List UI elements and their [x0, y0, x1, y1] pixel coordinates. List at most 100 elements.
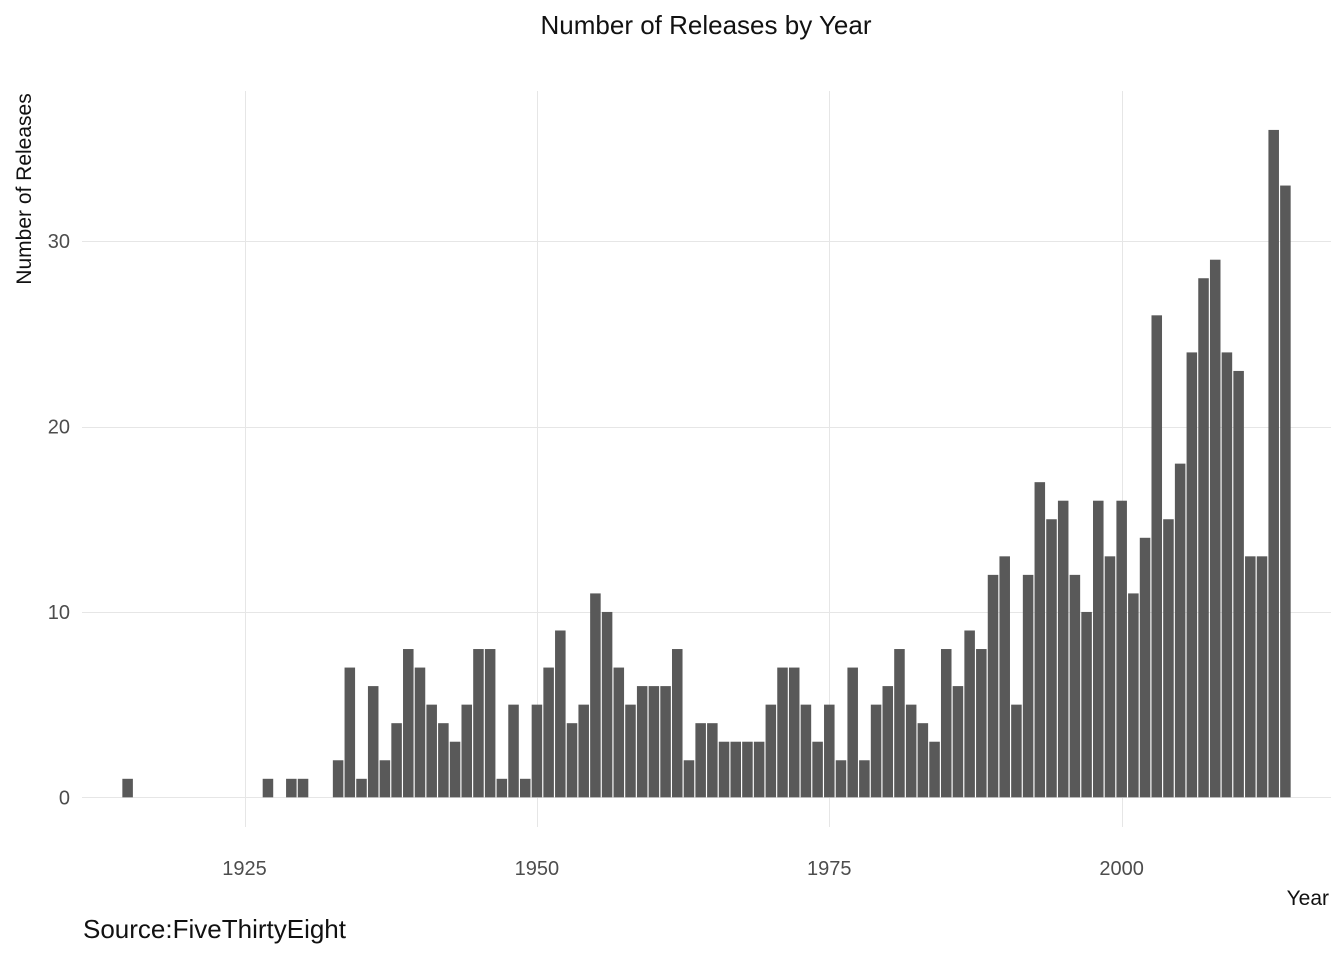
- bar-1997: [1081, 611, 1092, 798]
- bar-1949: [519, 778, 531, 798]
- bar-1951: [543, 667, 554, 798]
- bar-1958: [625, 704, 636, 798]
- bar-1950: [531, 704, 543, 798]
- y-tick-label-30: 30: [48, 231, 70, 253]
- bar-1996: [1069, 574, 1081, 798]
- bar-1937: [379, 760, 391, 798]
- bar-1940: [414, 667, 426, 798]
- bar-1986: [952, 686, 964, 798]
- bar-1936: [367, 686, 379, 798]
- y-tick-label-0: 0: [59, 787, 70, 809]
- bar-2013: [1268, 129, 1279, 798]
- bar-1927: [262, 778, 274, 798]
- bar-2009: [1221, 352, 1233, 798]
- bar-1938: [391, 723, 402, 798]
- bar-1959: [636, 686, 648, 798]
- y-axis-title: Number of Releases: [13, 93, 36, 284]
- x-tick-label-2000: 2000: [1099, 858, 1144, 880]
- bar-2000: [1116, 500, 1127, 798]
- bar-1955: [590, 593, 601, 798]
- bar-1975: [824, 704, 835, 798]
- bar-1952: [555, 630, 566, 798]
- bar-2011: [1245, 556, 1256, 798]
- bar-1939: [403, 649, 414, 798]
- bar-2008: [1209, 259, 1221, 798]
- bar-1970: [765, 704, 777, 798]
- bar-1948: [508, 704, 519, 798]
- bar-1979: [870, 704, 882, 798]
- bar-1993: [1034, 482, 1046, 798]
- bar-1991: [1011, 704, 1022, 798]
- bar-1987: [964, 630, 975, 798]
- bar-1999: [1104, 556, 1116, 798]
- bar-1985: [940, 649, 952, 798]
- bar-1978: [859, 760, 870, 798]
- bar-1942: [438, 723, 449, 798]
- bar-2004: [1163, 519, 1174, 798]
- bar-2007: [1198, 278, 1209, 798]
- bar-1945: [473, 649, 484, 798]
- grid-lines: [82, 91, 1331, 827]
- bar-1961: [660, 686, 671, 798]
- bar-1984: [929, 741, 940, 798]
- bar-1954: [578, 704, 589, 798]
- bar-1971: [777, 667, 788, 798]
- x-tick-label-1925: 1925: [222, 858, 267, 880]
- bar-1941: [426, 704, 437, 798]
- bar-1969: [753, 741, 765, 798]
- bar-1944: [461, 704, 473, 798]
- bar-1934: [344, 667, 356, 798]
- bar-1943: [449, 741, 461, 798]
- bar-1983: [917, 723, 929, 798]
- bar-1956: [601, 611, 613, 798]
- bar-2003: [1151, 315, 1163, 798]
- source-caption: Source:FiveThirtyEight: [83, 914, 347, 944]
- bar-1989: [987, 574, 999, 798]
- x-tick-label-1950: 1950: [515, 858, 560, 880]
- bar-1974: [812, 741, 823, 798]
- bar-2002: [1139, 537, 1151, 798]
- bar-1981: [894, 649, 905, 798]
- bar-1982: [905, 704, 917, 798]
- bar-1946: [484, 649, 496, 798]
- bar-2010: [1233, 370, 1244, 798]
- bar-2014: [1280, 185, 1291, 798]
- bar-1967: [730, 741, 741, 798]
- bar-1980: [882, 686, 894, 798]
- tick-labels: 1925 1950 1975 2000 0 10 20 30: [48, 231, 1144, 880]
- y-tick-label-10: 10: [48, 602, 70, 624]
- bar-2001: [1128, 593, 1139, 798]
- bar-1915: [122, 778, 133, 798]
- x-axis-title: Year: [1287, 887, 1329, 910]
- chart-title: Number of Releases by Year: [541, 10, 872, 40]
- bar-1976: [835, 760, 847, 798]
- bar-1963: [683, 760, 695, 798]
- bar-1995: [1057, 500, 1069, 798]
- bar-1966: [718, 741, 730, 798]
- bar-2006: [1186, 352, 1198, 798]
- bar-1998: [1093, 500, 1104, 798]
- bar-1935: [356, 778, 367, 798]
- bar-1964: [695, 723, 706, 798]
- bar-1973: [800, 704, 812, 798]
- bar-1988: [976, 649, 987, 798]
- bar-1957: [613, 667, 625, 798]
- bar-1965: [707, 723, 718, 798]
- bar-1962: [672, 649, 683, 798]
- bar-1947: [496, 778, 508, 798]
- bar-1994: [1046, 519, 1057, 798]
- bar-1992: [1022, 574, 1034, 798]
- bar-2012: [1256, 556, 1268, 798]
- bar-1977: [847, 667, 858, 798]
- bar-2005: [1174, 463, 1186, 798]
- bar-1960: [648, 686, 660, 798]
- bars: [122, 129, 1291, 798]
- bar-1953: [566, 723, 578, 798]
- bar-1933: [332, 760, 344, 798]
- y-tick-label-20: 20: [48, 417, 70, 439]
- x-tick-label-1975: 1975: [807, 858, 852, 880]
- bar-1990: [999, 556, 1010, 798]
- bar-1930: [297, 778, 309, 798]
